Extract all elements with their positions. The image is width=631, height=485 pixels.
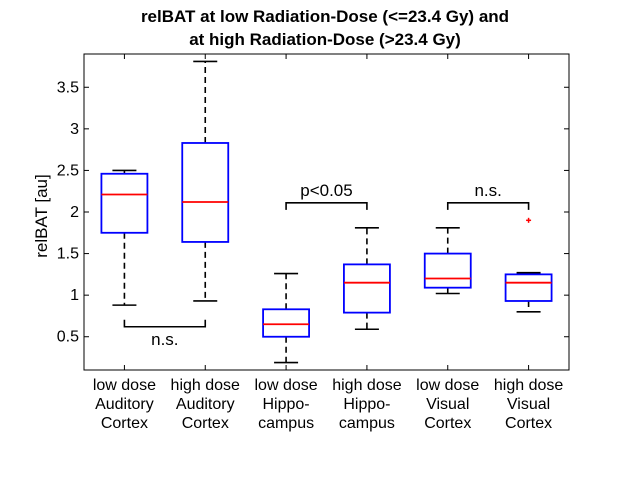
category-label: Cortex	[505, 415, 552, 432]
y-tick-label: 0.5	[57, 329, 79, 346]
box-2	[181, 60, 230, 302]
category-label: low dose	[93, 377, 156, 394]
box-1	[100, 169, 149, 306]
box-iqr	[504, 273, 553, 302]
significance-bracket-2: p<0.05	[285, 181, 368, 210]
box-iqr	[262, 308, 310, 338]
y-tick-label: 2	[70, 204, 79, 221]
box-4	[343, 227, 391, 331]
chart-title-line-1: relBAT at low Radiation-Dose (<=23.4 Gy)…	[141, 7, 509, 26]
box-series	[100, 60, 553, 364]
box-iqr	[423, 252, 472, 289]
box-3	[262, 272, 310, 364]
category-label: campus	[339, 415, 395, 432]
significance-label: p<0.05	[300, 181, 352, 200]
y-axis: 0.5 1 1.5 2 2.5 3 3.5	[57, 54, 569, 370]
significance-annotations: n.s. p<0.05 n.s.	[123, 181, 530, 349]
box-iqr	[181, 142, 230, 243]
box-6	[504, 217, 553, 313]
category-label: low dose	[255, 377, 318, 394]
x-axis-categories: low dose Auditory Cortex high dose Auditory C…	[93, 377, 564, 432]
bracket-line	[446, 202, 530, 210]
y-tick-label: 3.5	[57, 79, 79, 96]
box-5	[423, 227, 472, 295]
category-label: Hippo-	[263, 396, 310, 413]
plot-frame	[83, 53, 570, 371]
category-label: Cortex	[182, 415, 229, 432]
category-label: Hippo-	[343, 396, 390, 413]
y-tick-label: 1.5	[57, 246, 79, 263]
significance-bracket-3: n.s.	[446, 181, 530, 210]
chart-title-line-2: at high Radiation-Dose (>23.4 Gy)	[189, 30, 461, 49]
box-iqr	[343, 263, 391, 314]
category-label: Auditory	[95, 396, 154, 413]
y-tick-label: 1	[70, 287, 79, 304]
category-label: high dose	[171, 377, 240, 394]
category-label: high dose	[332, 377, 401, 394]
significance-bracket-1: n.s.	[123, 319, 207, 349]
category-label: Cortex	[424, 415, 471, 432]
bracket-line	[123, 319, 207, 328]
significance-label: n.s.	[474, 181, 501, 200]
y-tick-label: 2.5	[57, 162, 79, 179]
bracket-line	[285, 202, 368, 210]
category-label: Visual	[507, 396, 550, 413]
significance-label: n.s.	[151, 330, 178, 349]
box-iqr	[100, 172, 149, 234]
y-axis-label: relBAT [au]	[32, 174, 51, 257]
category-label: low dose	[416, 377, 479, 394]
y-tick-label: 3	[70, 121, 79, 138]
category-label: high dose	[494, 377, 563, 394]
category-label: Visual	[426, 396, 469, 413]
category-label: Cortex	[101, 415, 148, 432]
category-label: campus	[258, 415, 314, 432]
category-label: Auditory	[176, 396, 235, 413]
